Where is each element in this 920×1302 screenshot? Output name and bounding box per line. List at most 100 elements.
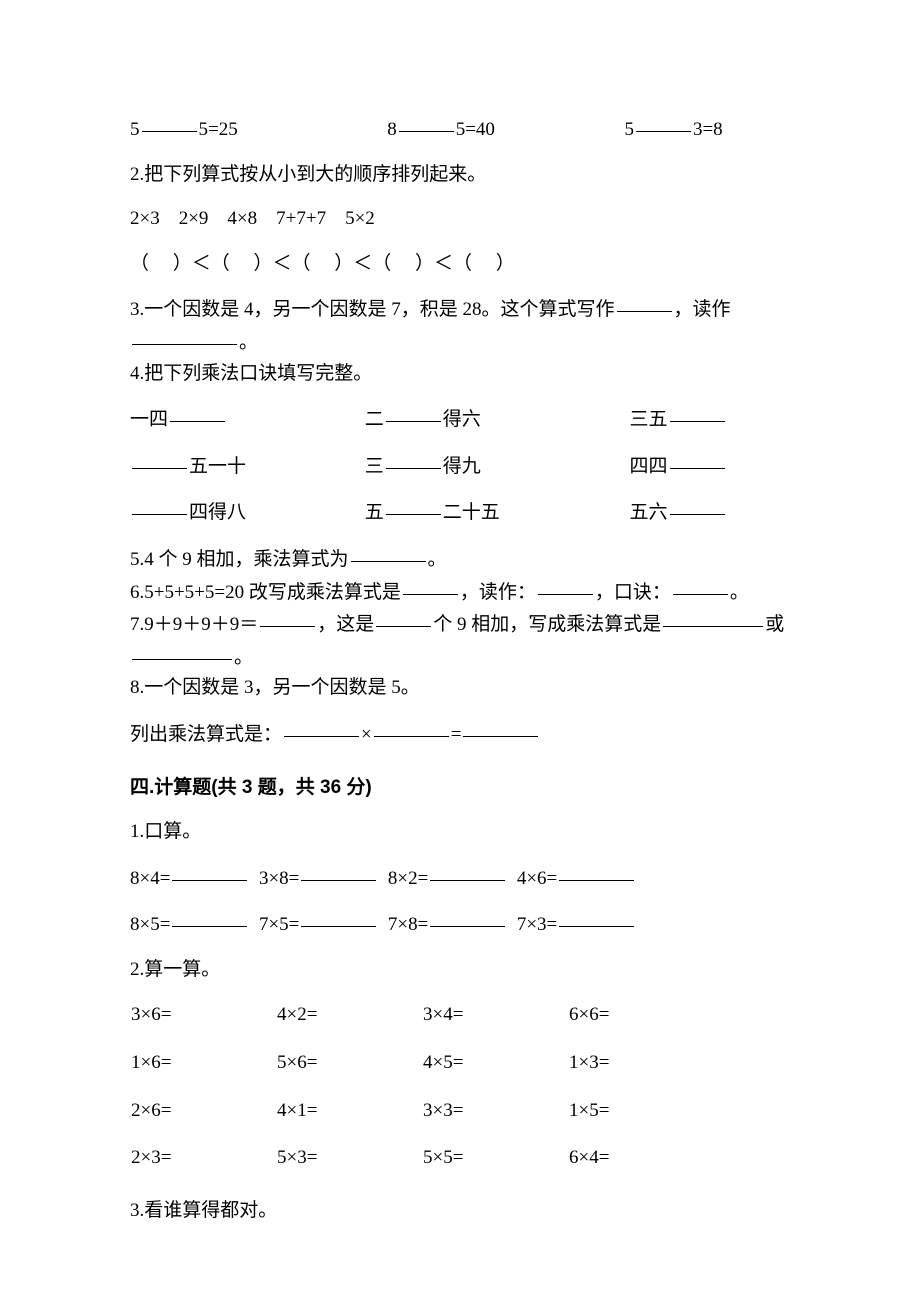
q4-r1b-blank <box>386 402 441 422</box>
q3-p1: 3.一个因数是 4，另一个因数是 7，积是 28。这个算式写作 <box>130 299 615 320</box>
c2-title: 2.算一算。 <box>130 957 790 984</box>
q4-r3a-blank <box>132 495 187 515</box>
c1r2c: 7×8= <box>388 914 428 935</box>
q1a-r: 5=25 <box>199 119 238 140</box>
c1r2d-blank <box>559 907 634 927</box>
q4-r3b-blank <box>386 495 441 515</box>
c2-cell: 5×6= <box>277 1052 317 1073</box>
q6-p4: 。 <box>730 582 749 603</box>
table-row: 3×6= 4×2= 3×4= 6×6= <box>130 1001 609 1049</box>
q1c-blank <box>636 112 691 132</box>
q5-blank <box>351 542 426 562</box>
q4-r1c-blank <box>670 402 725 422</box>
c2-cell: 3×3= <box>423 1100 463 1121</box>
q7-p5: 。 <box>234 647 253 668</box>
c2-cell: 1×5= <box>569 1100 609 1121</box>
c1r2a: 8×5= <box>130 914 170 935</box>
c2-cell: 1×3= <box>569 1052 609 1073</box>
c1-r2: 8×5= 7×5= 7×8= 7×3= <box>130 910 790 939</box>
c1r1b: 3×8= <box>259 868 299 889</box>
q6-b2 <box>538 575 593 595</box>
q7-b1 <box>260 607 315 627</box>
q1b-r: 5=40 <box>456 119 495 140</box>
c1r1a-blank <box>172 861 247 881</box>
q2-title: 2.把下列算式按从小到大的顺序排列起来。 <box>130 162 790 189</box>
c2-cell: 4×1= <box>277 1100 317 1121</box>
q3-p3: 。 <box>239 332 258 353</box>
q4-r2: 五一十 三得九 四四 <box>130 452 790 481</box>
q4-r2c-blank <box>670 449 725 469</box>
q7-p1: 7.9＋9＋9＋9＝ <box>130 614 258 635</box>
q3b: 。 <box>130 328 790 357</box>
c2-cell: 5×3= <box>277 1147 317 1168</box>
c2-cell: 4×2= <box>277 1004 317 1025</box>
q6-p2: ，读作： <box>460 582 536 603</box>
c2-cell: 4×5= <box>423 1052 463 1073</box>
q4-r3c-blank <box>670 495 725 515</box>
q4-r1: 一四 二 得六 三五 <box>130 405 790 434</box>
q4-r3c: 五六 <box>630 502 668 523</box>
q6-b3 <box>673 575 728 595</box>
q1b-l: 8 <box>387 119 397 140</box>
q5-p2: 。 <box>428 549 447 570</box>
q4-r1a: 一四 <box>130 409 168 430</box>
q8-b2 <box>374 717 449 737</box>
q7-p4: 或 <box>765 614 784 635</box>
q1c-l: 5 <box>624 119 634 140</box>
q2-brackets: （ ）＜（ ）＜（ ）＜（ ）＜（ ） <box>130 251 790 278</box>
c2-cell: 1×6= <box>131 1052 171 1073</box>
c1r2b: 7×5= <box>259 914 299 935</box>
q8-eq: = <box>451 724 462 745</box>
c1r2a-blank <box>172 907 247 927</box>
q4-r3b-r: 二十五 <box>443 502 500 523</box>
c1r2c-blank <box>430 907 505 927</box>
q7: 7.9＋9＋9＋9＝ ，这是 个 9 相加，写成乘法算式是 或 <box>130 610 790 639</box>
c2-cell: 2×3= <box>131 1147 171 1168</box>
q3-p2: ，读作 <box>674 299 731 320</box>
c1r1d: 4×6= <box>517 868 557 889</box>
c1r2b-blank <box>301 907 376 927</box>
q4-r3b-l: 五 <box>365 502 384 523</box>
q8-l1: 8.一个因数是 3，另一个因数是 5。 <box>130 675 790 702</box>
q1-row: 55=25 85=40 53=8 <box>130 115 790 144</box>
q2-items: 2×3 2×9 4×8 7+7+7 5×2 <box>130 206 790 233</box>
c1r1b-blank <box>301 861 376 881</box>
q1a-l: 5 <box>130 119 140 140</box>
table-row: 1×6= 5×6= 4×5= 1×3= <box>130 1049 609 1097</box>
q7-p2: ，这是 <box>317 614 374 635</box>
q8-mult: × <box>361 724 372 745</box>
c2-cell: 6×4= <box>569 1147 609 1168</box>
c2-cell: 6×6= <box>569 1004 609 1025</box>
q7b: 。 <box>130 643 790 672</box>
c1r2d: 7×3= <box>517 914 557 935</box>
q6-b1 <box>403 575 458 595</box>
q5-p1: 5.4 个 9 相加，乘法算式为 <box>130 549 349 570</box>
q7-b4 <box>132 640 232 660</box>
c1-title: 1.口算。 <box>130 819 790 846</box>
q8-b1 <box>284 717 359 737</box>
c1r1d-blank <box>559 861 634 881</box>
q4-r1b-r: 得六 <box>443 409 481 430</box>
c1r1c-blank <box>430 861 505 881</box>
c1r1c: 8×2= <box>388 868 428 889</box>
c3-title: 3.看谁算得都对。 <box>130 1198 790 1225</box>
q4-r1b-l: 二 <box>365 409 384 430</box>
q3-blank2 <box>132 325 237 345</box>
q4-r2b-r: 得九 <box>443 456 481 477</box>
c2-cell: 3×4= <box>423 1004 463 1025</box>
q6: 6.5+5+5+5=20 改写成乘法算式是，读作：，口诀：。 <box>130 578 790 607</box>
q8-b3 <box>463 717 538 737</box>
q7-p3: 个 9 相加，写成乘法算式是 <box>433 614 661 635</box>
q3-blank1 <box>617 292 672 312</box>
c1-r1: 8×4= 3×8= 8×2= 4×6= <box>130 864 790 893</box>
table-row: 2×6= 4×1= 3×3= 1×5= <box>130 1097 609 1145</box>
c1r1a: 8×4= <box>130 868 170 889</box>
section4-title: 四.计算题(共 3 题，共 36 分) <box>130 775 790 802</box>
q6-p1: 6.5+5+5+5=20 改写成乘法算式是 <box>130 582 401 603</box>
q4-r1c: 三五 <box>630 409 668 430</box>
q1a-blank <box>142 112 197 132</box>
q8-l2a: 列出乘法算式是： <box>130 724 282 745</box>
table-row: 2×3= 5×3= 5×5= 6×4= <box>130 1144 609 1192</box>
c2-cell: 2×6= <box>131 1100 171 1121</box>
q4-r2c: 四四 <box>630 456 668 477</box>
